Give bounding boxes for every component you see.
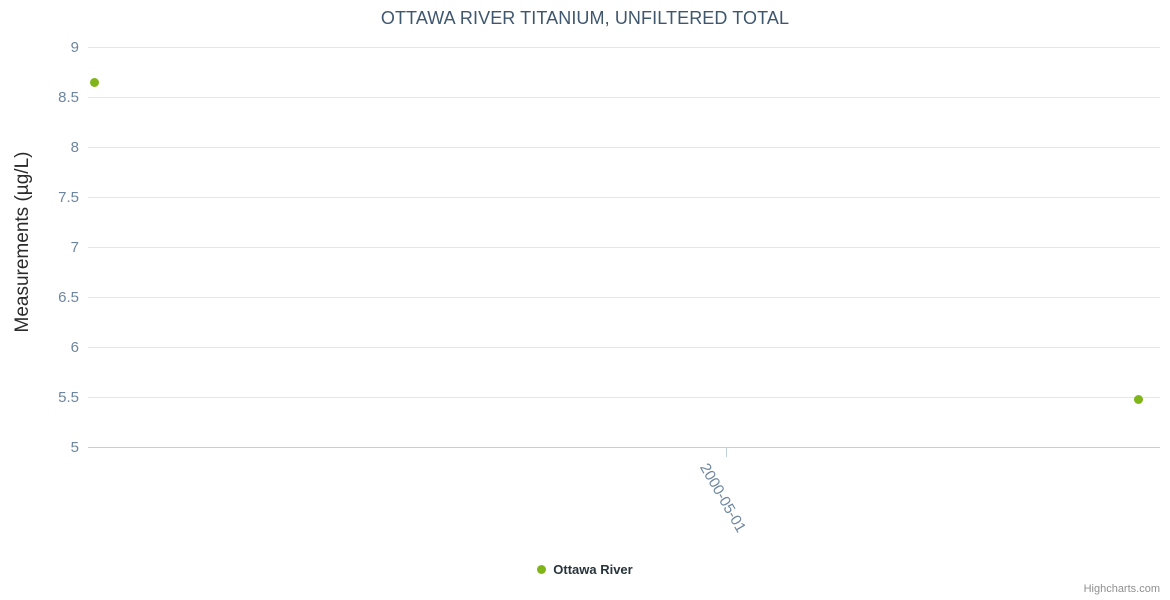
gridline [88,347,1160,348]
data-point[interactable] [90,77,100,87]
legend-item-ottawa-river[interactable]: Ottawa River [537,562,633,577]
legend-item-label: Ottawa River [553,562,633,577]
plot-area [88,47,1160,448]
x-axis-line [88,447,1160,448]
gridline [88,397,1160,398]
y-axis-tick-label: 7 [70,239,79,256]
gridline [88,97,1160,98]
y-axis-tick-label: 8.5 [58,89,79,106]
y-axis-tick-label: 5 [70,439,79,456]
gridline [88,247,1160,248]
gridline [88,297,1160,298]
data-point[interactable] [1133,394,1143,404]
x-axis-tick-label: 2000-05-01 [696,460,750,536]
y-axis-tick-label: 8 [70,139,79,156]
y-axis-tick-label: 5.5 [58,389,79,406]
x-axis-tick-mark [726,448,728,457]
credits-link[interactable]: Highcharts.com [1083,583,1160,595]
chart-title: OTTAWA RIVER TITANIUM, UNFILTERED TOTAL [380,8,790,28]
y-axis-tick-label: 6 [70,339,79,356]
legend-marker-icon [537,565,547,574]
gridline [88,147,1160,148]
y-axis-tick-label: 6.5 [58,289,79,306]
y-axis-tick-label: 7.5 [58,189,79,206]
chart-legend: Ottawa River [0,562,1170,577]
y-axis-tick-label: 9 [70,39,79,56]
gridline [88,197,1160,198]
gridline [88,47,1160,48]
